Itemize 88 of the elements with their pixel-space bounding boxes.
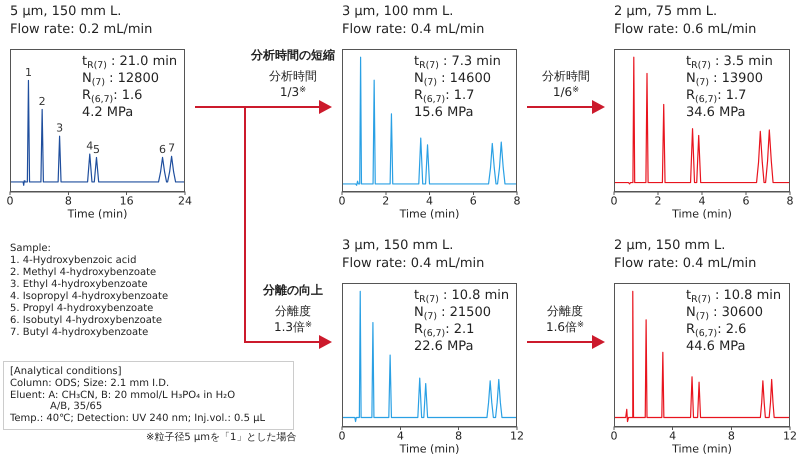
text: Eluent: A: CH₃CN, B: 20 mmol/L H₃PO₄ in H₂O: [10, 390, 236, 402]
text: Sample:: [10, 243, 52, 255]
x-axis-title: Time (min): [671, 207, 732, 220]
text: [Analytical conditions]: [10, 366, 123, 378]
x-tick-label: 8: [728, 429, 735, 442]
x-tick-label: 12: [783, 429, 797, 442]
text: 7. Butyl 4-hydroxybenzoate: [10, 327, 150, 339]
chart-title: 2 µm, 75 mm L.: [614, 4, 718, 20]
x-tick-label: 8: [514, 194, 520, 208]
x-tick-label: 4: [396, 429, 404, 442]
text: 分析時間: [542, 68, 590, 84]
x-tick-label: 6: [470, 194, 477, 208]
chart-title: 3 µm, 150 mm L.: [342, 238, 454, 254]
annotation: t$_{R(7)}$ : 10.8 min: [414, 287, 510, 305]
text: ※粒子径5 µmを「1」とした場合: [146, 432, 296, 444]
chart-title: 3 µm, 100 mm L.: [342, 4, 454, 20]
text: 分離の向上: [263, 282, 323, 298]
annotation: R$_{(6,7)}$: 1.7: [686, 87, 748, 105]
text: 分析時間の短縮: [251, 47, 335, 63]
annotation: N$_{(7)}$ : 21500: [414, 304, 492, 322]
text: 4. Isopropyl 4-hydroxybenzoate: [10, 291, 168, 303]
x-tick-label: 12: [510, 429, 524, 442]
text: 3. Ethyl 4-hydroxybenzoate: [10, 279, 149, 291]
annotation: t$_{R(7)}$ : 3.5 min: [686, 53, 773, 71]
x-tick-label: 0: [338, 429, 346, 442]
annotation: 4: [86, 139, 94, 152]
annotation: 4.2 MPa: [82, 104, 134, 121]
x-tick-label: 4: [698, 194, 706, 208]
x-axis-title: Time (min): [398, 207, 460, 220]
x-axis-title: Time (min): [671, 442, 732, 456]
x-tick-label: 16: [120, 194, 134, 208]
text: Temp.: 40℃; Detection: UV 240 nm; Inj.vol.: 0.5 µL: [10, 413, 266, 425]
x-tick-label: 4: [426, 194, 433, 208]
chart-title: 2 µm, 150 mm L.: [614, 238, 726, 254]
x-tick-label: 2: [382, 194, 390, 208]
x-tick-label: 8: [786, 194, 794, 208]
x-tick-label: 8: [64, 194, 72, 208]
annotation: N$_{(7)}$ : 30600: [686, 304, 764, 322]
text: 分析時間: [268, 68, 318, 84]
annotation: 2: [38, 94, 46, 108]
annotation: N$_{(7)}$ : 14600: [414, 70, 492, 88]
x-tick-label: 0: [6, 194, 14, 208]
x-tick-label: 2: [654, 194, 662, 208]
text: t$_{R(7)}$ : 21.0 min: [82, 53, 178, 71]
x-axis-title: Time (min): [66, 207, 128, 220]
chart-subtitle: Flow rate: 0.2 mL/min: [10, 22, 152, 37]
x-tick-label: 0: [338, 194, 346, 208]
x-tick-label: 8: [455, 429, 462, 442]
annotation: 34.6 MPa: [686, 104, 747, 121]
annotation: 44.6 MPa: [686, 338, 747, 355]
x-axis-title: Time (min): [398, 442, 460, 456]
x-tick-label: 0: [610, 194, 618, 208]
x-tick-label: 0: [610, 429, 618, 442]
chart-subtitle: Flow rate: 0.4 mL/min: [342, 256, 484, 271]
annotation: N$_{(7)}$ : 13900: [686, 70, 764, 88]
text: 1/6$^{※}$: [552, 84, 580, 100]
annotation: R$_{(6,7)}$: 1.6: [82, 87, 144, 105]
annotation: 6: [159, 142, 166, 156]
annotation: 5: [92, 142, 100, 156]
chart-title: 5 µm, 150 mm L.: [10, 4, 122, 20]
chart-subtitle: Flow rate: 0.4 mL/min: [614, 256, 756, 271]
annotation: N$_{(7)}$ : 12800: [82, 70, 160, 88]
annotation: t$_{R(7)}$ : 7.3 min: [414, 53, 501, 71]
text: 1.6倍$^{※}$: [546, 319, 584, 335]
text: 分離度: [546, 303, 584, 319]
annotation: R$_{(6,7)}$: 2.6: [686, 321, 748, 339]
text: 分離度: [274, 303, 312, 319]
annotation: 22.6 MPa: [414, 338, 475, 355]
chart-subtitle: Flow rate: 0.6 mL/min: [614, 22, 756, 37]
x-tick-label: 6: [742, 194, 750, 208]
annotation: t$_{R(7)}$ : 10.8 min: [686, 287, 782, 305]
text: 5. Propyl 4-hydroxybenzoate: [10, 303, 154, 315]
text: 2. Methyl 4-hydroxybenzoate: [10, 267, 158, 279]
chart-subtitle: Flow rate: 0.4 mL/min: [342, 22, 484, 37]
x-tick-label: 24: [178, 194, 192, 208]
text: 6. Isobutyl 4-hydroxybenzoate: [10, 315, 163, 327]
text: 1.3倍$^{※}$: [272, 319, 314, 335]
annotation: 7: [168, 142, 176, 155]
annotation: 3: [56, 122, 64, 135]
text: 1/3$^{※}$: [278, 84, 308, 100]
annotation: R$_{(6,7)}$: 1.7: [414, 87, 476, 105]
text: 1. 4-Hydroxybenzoic acid: [10, 255, 138, 267]
text: A/B, 35/65: [49, 401, 104, 413]
annotation: R$_{(6,7)}$: 2.1: [414, 321, 476, 339]
text: Column: ODS; Size: 2.1 mm I.D.: [10, 378, 170, 390]
annotation: 15.6 MPa: [414, 104, 475, 121]
x-tick-label: 4: [669, 429, 676, 442]
annotation: 1: [24, 66, 32, 79]
